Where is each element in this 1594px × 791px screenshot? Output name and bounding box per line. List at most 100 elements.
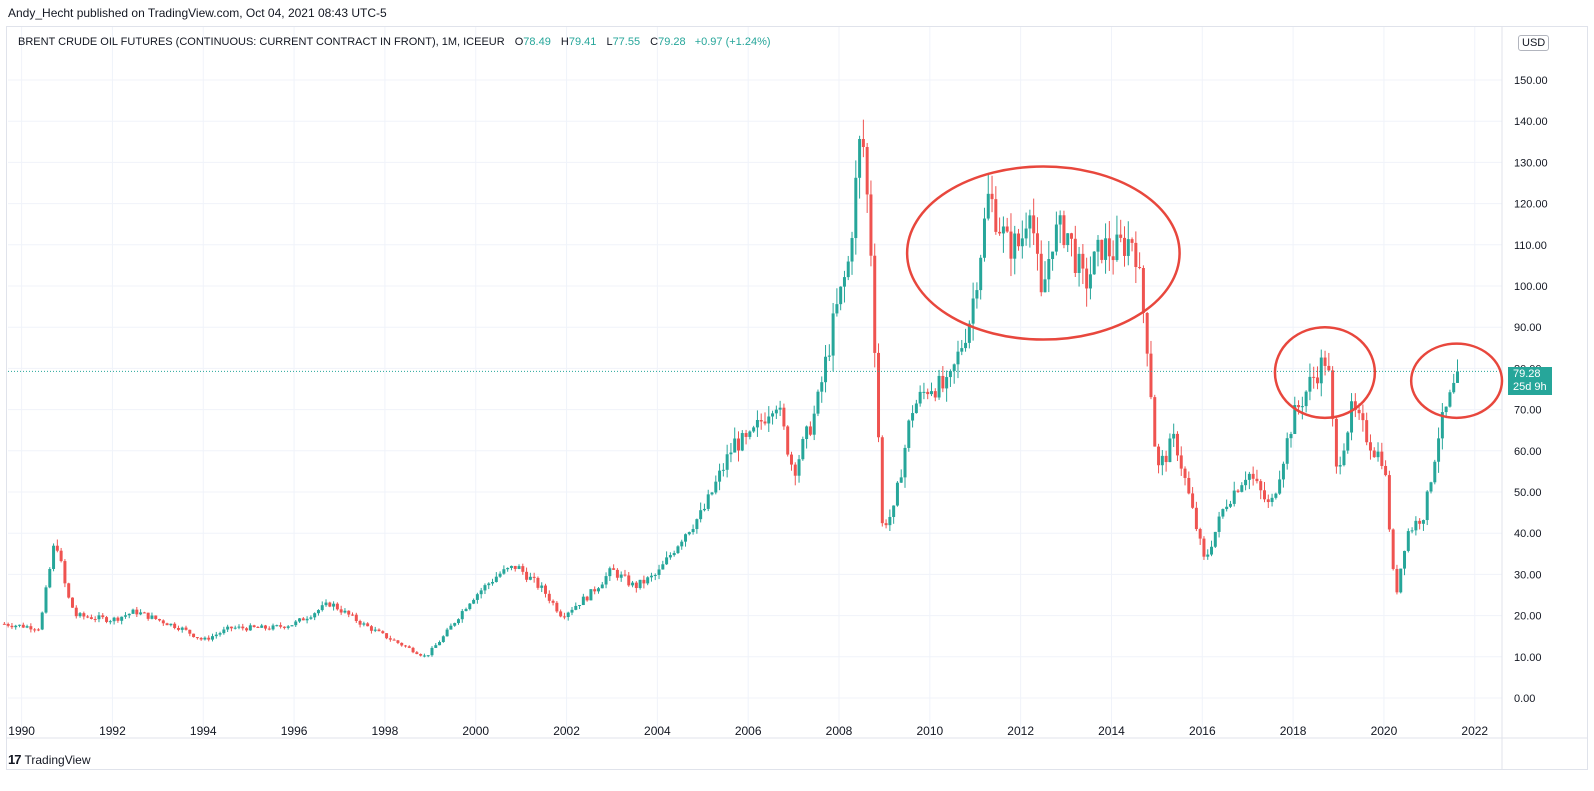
candle-body: [1119, 234, 1123, 238]
candle-body: [1334, 418, 1338, 467]
candle-body: [165, 623, 169, 626]
candle-body: [1206, 554, 1210, 557]
candle-body: [725, 454, 729, 470]
y-tick-label: 120.00: [1514, 199, 1548, 211]
candle-body: [774, 409, 778, 414]
candle-body: [1232, 490, 1236, 504]
candle-body: [638, 579, 642, 589]
candle-body: [267, 628, 271, 630]
candle-body: [347, 610, 351, 615]
candle-body: [93, 618, 97, 620]
candle-body: [369, 626, 373, 631]
candle-body: [237, 626, 241, 628]
candle-body: [615, 569, 619, 578]
candle-body: [1429, 482, 1433, 492]
candle-body: [192, 633, 196, 638]
candle-body: [979, 257, 983, 291]
candle-body: [1266, 499, 1270, 503]
candle-body: [1323, 357, 1327, 366]
candle-body: [1107, 238, 1111, 257]
candle-body: [971, 298, 975, 324]
candle-body: [604, 576, 608, 585]
candle-body: [309, 617, 313, 619]
candle-body: [1187, 477, 1191, 494]
candle-body: [1244, 479, 1248, 486]
candle-body: [1070, 233, 1074, 239]
candle-body: [245, 628, 249, 631]
last-price-value: 79.28: [1513, 368, 1541, 380]
candle-body: [70, 597, 74, 608]
candle-body: [1092, 251, 1096, 275]
y-tick-label: 30.00: [1514, 569, 1542, 581]
candle-body: [105, 617, 109, 622]
candle-body: [578, 605, 582, 607]
high-label: H: [560, 36, 569, 48]
candle-body: [2, 623, 6, 625]
candle-body: [842, 277, 846, 287]
candle-body: [460, 611, 464, 620]
candle-body: [1138, 266, 1142, 269]
candle-body: [158, 618, 162, 621]
candle-body: [1073, 238, 1077, 273]
candle-body: [487, 583, 491, 586]
candle-body: [642, 579, 646, 584]
x-tick-label: 2006: [735, 724, 762, 738]
candle-body: [1338, 465, 1342, 467]
candle-body: [998, 231, 1002, 234]
candle-body: [67, 583, 71, 598]
candle-body: [562, 616, 566, 618]
candle-body: [123, 615, 127, 617]
candle-body: [1342, 450, 1346, 466]
candle-body: [684, 534, 688, 542]
candle-body: [271, 625, 275, 630]
candle-body: [339, 609, 343, 613]
candle-body: [1153, 397, 1157, 447]
candle-body: [702, 508, 706, 511]
candle-body: [1024, 228, 1028, 239]
candle-body: [1001, 226, 1005, 234]
candle-body: [699, 510, 703, 520]
candle-body: [415, 652, 419, 655]
candle-body: [1179, 455, 1183, 469]
candle-body: [816, 391, 820, 414]
candle-body: [1035, 233, 1039, 254]
candle-body: [233, 627, 237, 629]
candle-body: [1198, 529, 1202, 539]
candle-body: [695, 519, 699, 530]
candle-body: [438, 642, 442, 646]
candle-body: [1020, 238, 1024, 247]
candle-body: [154, 615, 158, 619]
candle-body: [668, 555, 672, 558]
candle-body: [1164, 455, 1168, 463]
footer-branding[interactable]: 17 TradingView: [8, 752, 91, 767]
candle-body: [907, 420, 911, 448]
candle-body: [933, 391, 937, 398]
candle-body: [612, 568, 616, 570]
candle-body: [755, 420, 759, 428]
currency-badge[interactable]: USD: [1518, 35, 1550, 51]
candle-body: [55, 545, 59, 551]
candle-body: [29, 626, 33, 630]
candle-body: [1054, 224, 1058, 252]
candle-body: [1005, 226, 1009, 232]
candle-body: [120, 616, 124, 621]
y-tick-label: 100.00: [1514, 281, 1548, 293]
y-tick-label: 140.00: [1514, 116, 1548, 128]
candle-body: [1134, 242, 1138, 267]
candle-body: [479, 590, 483, 595]
candle-body: [835, 304, 839, 314]
candle-body: [434, 645, 438, 648]
candle-body: [36, 629, 40, 631]
candle-body: [328, 602, 332, 607]
y-tick-label: 50.00: [1514, 487, 1542, 499]
candle-body: [396, 640, 400, 643]
candle-body: [574, 605, 578, 610]
candle-body: [335, 603, 339, 610]
candle-body: [362, 623, 366, 625]
candle-body: [1372, 450, 1376, 458]
candle-body: [1319, 357, 1323, 384]
candle-body: [930, 391, 933, 395]
candle-body: [301, 618, 305, 621]
y-tick-label: 40.00: [1514, 528, 1542, 540]
